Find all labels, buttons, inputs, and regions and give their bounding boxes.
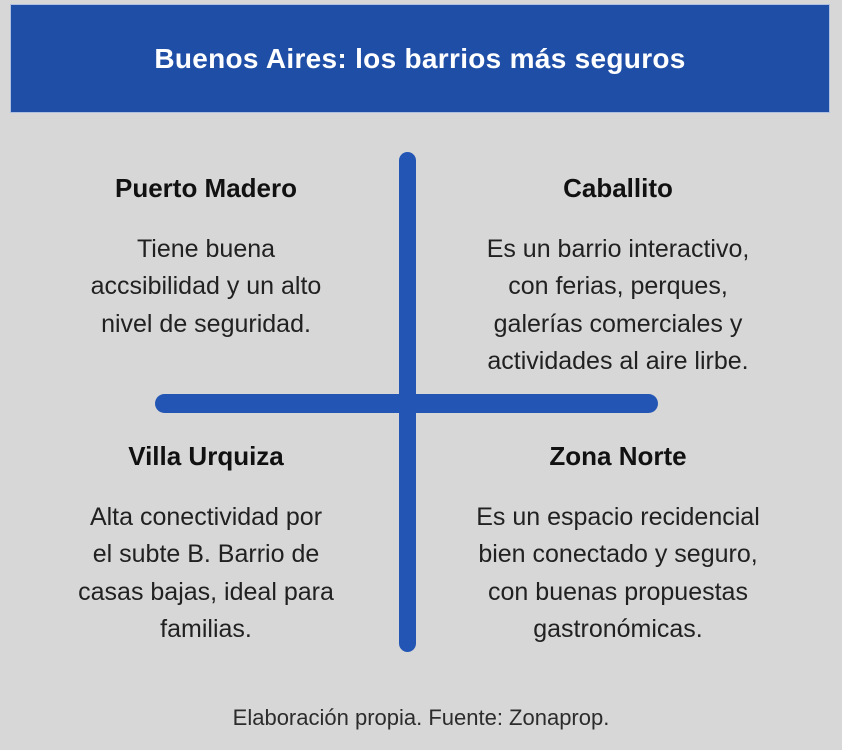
quadrant-puerto-madero: Puerto Madero Tiene buena accsibilidad y… [10, 172, 402, 343]
source-note: Elaboración propia. Fuente: Zonaprop. [232, 705, 610, 730]
quadrant-description: Alta conectividad por el subte B. Barrio… [78, 502, 334, 644]
quadrant-title: Caballito [563, 173, 673, 203]
quadrant-villa-urquiza: Villa Urquiza Alta conectividad por el s… [10, 440, 402, 649]
quadrant-description: Tiene buena accsibilidad y un alto nivel… [90, 234, 322, 338]
page-title: Buenos Aires: los barrios más seguros [154, 42, 686, 74]
quadrant-title: Puerto Madero [114, 173, 298, 203]
quadrant-description: Es un espacio recidencial bien conectado… [476, 502, 760, 644]
header-banner: Buenos Aires: los barrios más seguros [10, 4, 830, 113]
quadrant-description: Es un barrio interactivo, con ferias, pe… [486, 234, 750, 376]
quadrant-title: Zona Norte [549, 441, 687, 471]
quadrant-zona-norte: Zona Norte Es un espacio recidencial bie… [422, 440, 814, 649]
quadrant-title: Villa Urquiza [128, 441, 284, 471]
quadrant-caballito: Caballito Es un barrio interactivo, con … [422, 172, 814, 381]
quadrant-divider-horizontal [155, 394, 658, 413]
